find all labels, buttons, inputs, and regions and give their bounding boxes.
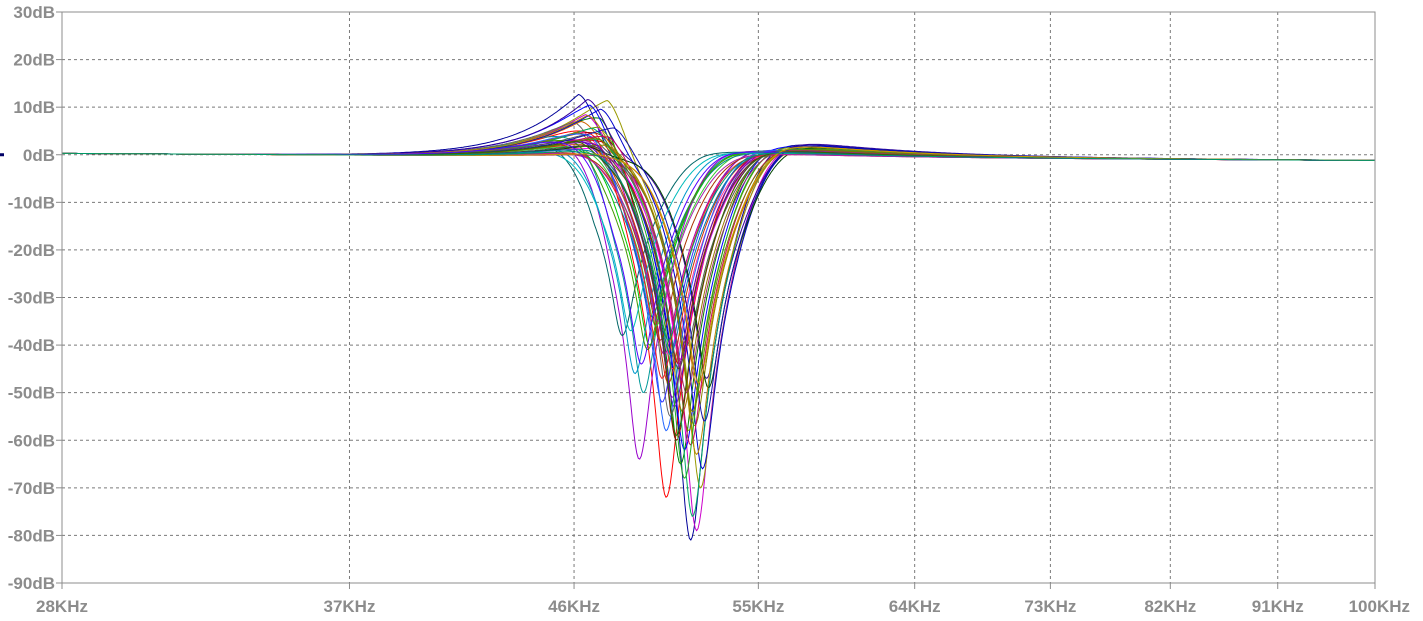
traces (62, 94, 1376, 541)
y-tick-label: -50dB (8, 384, 55, 403)
x-tick-label: 55KHz (732, 597, 784, 616)
y-tick-label: -20dB (8, 241, 55, 260)
x-tick-label: 73KHz (1024, 597, 1076, 616)
y-tick-label: -70dB (8, 479, 55, 498)
y-tick-label: -90dB (8, 574, 55, 593)
y-tick-label: -60dB (8, 431, 55, 450)
axes (0, 11, 1376, 589)
y-tick-label: 0dB (23, 146, 55, 165)
plot-frame (61, 11, 1376, 584)
x-tick-label: 91KHz (1252, 597, 1304, 616)
x-tick-label: 100KHz (1349, 597, 1410, 616)
trace-line (62, 151, 1376, 341)
y-tick-labels: 30dB 20dB 10dB 0dB -10dB -20dB -30dB -40dB -50dB… (8, 3, 55, 593)
y-tick-label: -10dB (8, 193, 55, 212)
x-tick-label: 64KHz (889, 597, 941, 616)
x-tick-labels: 28KHz 37KHz 46KHz 55KHz 64KHz 73KHz 82KHz 91KHz… (36, 597, 1410, 616)
y-tick-label: -80dB (8, 526, 55, 545)
x-tick-label: 28KHz (36, 597, 88, 616)
y-tick-label: -30dB (8, 289, 55, 308)
y-tick-label: 10dB (13, 98, 55, 117)
x-tick-label: 37KHz (323, 597, 375, 616)
y-tick-label: 20dB (13, 51, 55, 70)
y-tick-label: -40dB (8, 336, 55, 355)
x-tick-label: 82KHz (1144, 597, 1196, 616)
x-tick-label: 46KHz (548, 597, 600, 616)
y-tick-label: 30dB (13, 3, 55, 22)
